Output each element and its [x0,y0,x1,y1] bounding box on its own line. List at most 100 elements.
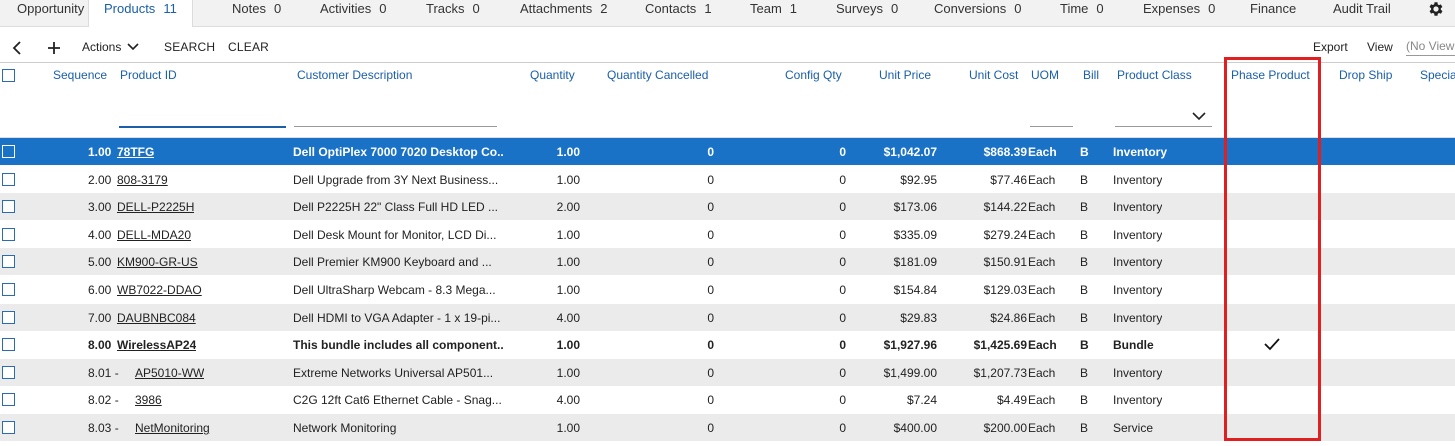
bill-cell: B [1080,227,1089,242]
product-class-filter-select[interactable] [1115,126,1212,127]
col-header-sequence[interactable]: Sequence [53,68,108,82]
unit-cost-cell: $868.39 [983,145,1027,159]
product-id-link[interactable]: 3986 [135,393,162,408]
table-row[interactable]: 7.00 DAUBNBC084 Dell HDMI to VGA Adapter -… [0,303,1455,331]
select-all-checkbox[interactable] [2,69,15,82]
col-header-quantity[interactable]: Quantity [530,68,575,82]
table-row[interactable]: 3.00 DELL-P2225H Dell P2225H 22" Class Ful… [0,193,1455,221]
chevron-left-icon[interactable] [10,40,24,56]
table-row[interactable]: 1.00 78TFG Dell OptiPlex 7000 7020 Desktop… [0,138,1455,165]
col-header-quantity-cancelled[interactable]: Quantity Cancelled [607,68,709,82]
sequence-cell: 8.02 - [88,393,119,408]
tab-expenses[interactable]: Expenses 0 [1143,0,1215,26]
row-checkbox[interactable] [2,310,15,324]
unit-cost-cell: $1,425.69 [973,338,1027,353]
tab-opportunity[interactable]: Opportunity [17,0,84,26]
unit-price-cell: $1,499.00 [883,365,937,380]
col-header-drop-ship[interactable]: Drop Ship [1339,68,1393,82]
tab-activities[interactable]: Activities 0 [320,0,387,26]
table-row[interactable]: 6.00 WB7022-DDAO Dell UltraSharp Webcam - … [0,276,1455,303]
tab-surveys[interactable]: Surveys 0 [836,0,898,26]
sequence-cell: 3.00 [88,200,112,215]
product-id-link[interactable]: DAUBNBC084 [117,310,196,325]
tab-audit-trail[interactable]: Audit Trail [1333,0,1391,26]
product-id-link[interactable]: AP5010-WW [135,365,205,380]
col-header-config-qty[interactable]: Config Qty [785,68,842,82]
col-header-customer-description[interactable]: Customer Description [297,68,413,82]
row-checkbox[interactable] [2,227,15,241]
search-button[interactable]: SEARCH [164,40,216,54]
gear-icon[interactable] [1427,0,1445,18]
col-header-unit-price[interactable]: Unit Price [879,68,932,82]
product-id-link[interactable]: 78TFG [117,145,155,159]
table-row[interactable]: 2.00 808-3179 Dell Upgrade from 3Y Next Bu… [0,166,1455,193]
actions-button[interactable]: Actions [82,40,139,54]
bill-cell: B [1080,283,1089,297]
uom-cell: Each [1028,227,1056,242]
quantity-cell: 1.00 [556,283,580,297]
col-header-bill[interactable]: Bill [1083,68,1100,82]
quantity-cancelled-cell: 0 [707,200,714,215]
export-button[interactable]: Export [1313,40,1348,54]
description-filter-input[interactable] [294,126,497,127]
tab-notes[interactable]: Notes 0 [232,0,281,26]
col-header-product-class[interactable]: Product Class [1117,68,1192,82]
product-class-cell: Inventory [1113,255,1163,270]
tab-products[interactable]: Products 11 [88,0,193,27]
row-checkbox[interactable] [2,200,15,214]
product-id-link[interactable]: NetMonitoring [135,421,210,435]
plus-icon[interactable] [46,40,62,56]
row-checkbox[interactable] [2,421,15,434]
tab-contacts[interactable]: Contacts 1 [645,0,712,26]
row-checkbox[interactable] [2,283,15,296]
config-qty-cell: 0 [839,172,846,187]
table-row[interactable]: 4.00 DELL-MDA20 Dell Desk Mount for Monito… [0,221,1455,248]
table-row[interactable]: 8.01 - AP5010-WW Extreme Networks Universa… [0,358,1455,386]
tab-time[interactable]: Time 0 [1060,0,1104,26]
col-header-unit-cost[interactable]: Unit Cost [969,68,1019,82]
row-checkbox[interactable] [2,393,15,407]
col-header-product-id[interactable]: Product ID [120,68,177,82]
product-id-link[interactable]: WirelessAP24 [117,338,197,353]
product-id-link[interactable]: WB7022-DDAO [117,283,202,297]
unit-price-cell: $173.06 [893,200,937,215]
uom-cell: Each [1028,365,1056,380]
quantity-cell: 1.00 [556,338,580,353]
product-id-link[interactable]: 808-3179 [117,172,168,187]
row-checkbox[interactable] [2,338,15,352]
row-checkbox[interactable] [2,255,15,269]
row-checkbox[interactable] [2,172,15,186]
col-header-uom[interactable]: UOM [1031,68,1059,82]
tab-conversions[interactable]: Conversions 0 [934,0,1022,26]
view-select[interactable]: (No View [1406,39,1455,56]
tab-bar: Opportunity Products 11 Notes 0 Activities 0 Tr… [0,0,1455,27]
chevron-down-icon [127,43,139,51]
tab-count: 0 [1096,1,1104,16]
tab-attachments[interactable]: Attachments 2 [520,0,608,26]
product-id-link[interactable]: KM900-GR-US [117,255,198,270]
sequence-cell: 8.03 - [88,421,119,435]
table-row[interactable]: 8.00 WirelessAP24 This bundle includes all… [0,331,1455,358]
tab-finance[interactable]: Finance [1250,0,1296,26]
product-id-link[interactable]: DELL-P2225H [117,200,195,215]
row-checkbox[interactable] [2,365,15,379]
config-qty-cell: 0 [839,227,846,242]
clear-button[interactable]: CLEAR [228,40,270,54]
table-row[interactable]: 5.00 KM900-GR-US Dell Premier KM900 Keyboa… [0,248,1455,276]
unit-price-cell: $181.09 [893,255,937,270]
product-id-link[interactable]: DELL-MDA20 [117,227,192,242]
table-row[interactable]: 8.03 - NetMonitoring Network Monitoring 1.0… [0,414,1455,441]
tab-team[interactable]: Team 1 [750,0,797,26]
uom-filter-input[interactable] [1030,126,1073,127]
unit-cost-cell: $4.49 [996,393,1027,408]
product-id-filter-input[interactable] [119,126,286,128]
quantity-cell: 1.00 [556,172,580,187]
table-row[interactable]: 8.02 - 3986 C2G 12ft Cat6 Ethernet Cable -… [0,386,1455,413]
quantity-cancelled-cell: 0 [707,310,714,325]
row-checkbox[interactable] [2,145,15,158]
tab-label: Time [1060,1,1089,16]
col-header-phase-product[interactable]: Phase Product [1231,68,1310,82]
tab-tracks[interactable]: Tracks 0 [426,0,480,26]
chevron-down-icon[interactable] [1192,112,1206,121]
col-header-special[interactable]: Specia [1420,68,1455,82]
